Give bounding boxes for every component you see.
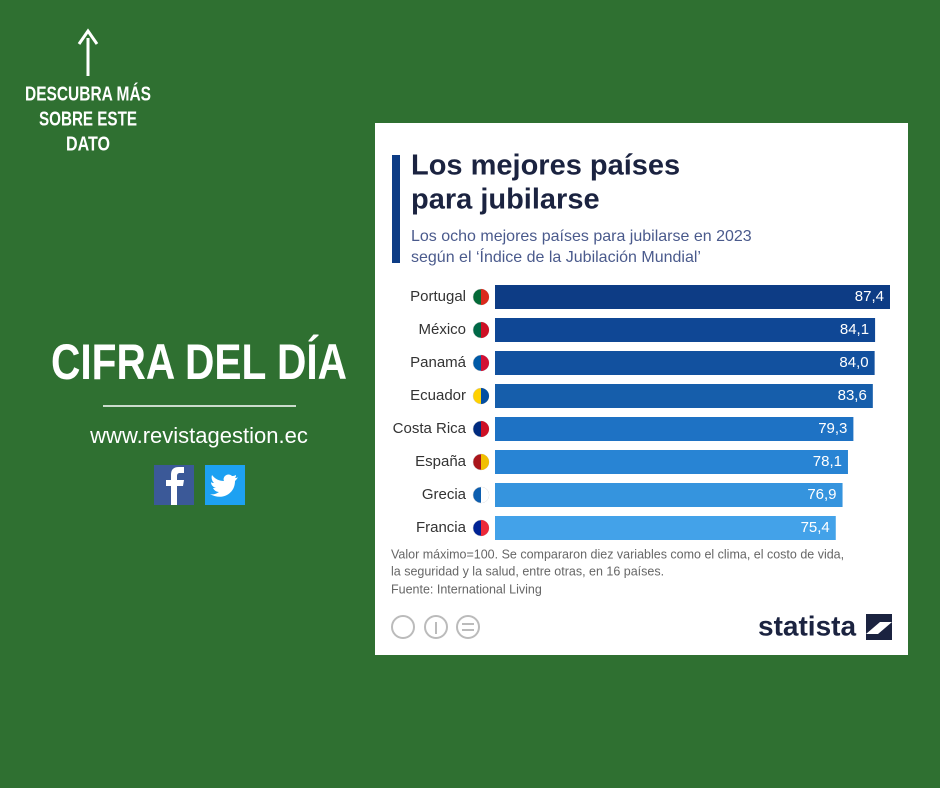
- bar: [495, 516, 836, 540]
- value-label: 84,0: [839, 354, 868, 371]
- flag: [481, 421, 489, 437]
- chart-title: Los mejores países: [411, 150, 680, 182]
- source: Fuente: International Living: [391, 582, 542, 596]
- chart-title: para jubilarse: [411, 184, 600, 216]
- value-label: 79,3: [818, 420, 847, 437]
- note: Valor máximo=100. Se compararon diez var…: [391, 547, 844, 561]
- note: la seguridad y la salud, entre otras, en…: [391, 564, 664, 578]
- value-label: 76,9: [807, 486, 836, 503]
- headline: CIFRA DEL DÍA: [51, 334, 347, 390]
- flag: [481, 520, 489, 536]
- category-label: Grecia: [422, 486, 467, 503]
- title-accent: [392, 155, 400, 263]
- license-icons: [391, 615, 480, 639]
- brand-logo: [866, 614, 892, 640]
- flag: [481, 355, 489, 371]
- category-label: España: [415, 453, 467, 470]
- value-label: 87,4: [855, 288, 884, 305]
- category-label: Panamá: [410, 354, 467, 371]
- brand: statista: [758, 610, 856, 641]
- category-label: Ecuador: [410, 387, 466, 404]
- value-label: 78,1: [813, 453, 842, 470]
- facebook-icon[interactable]: [154, 465, 194, 505]
- bar: [495, 450, 848, 474]
- bar: [495, 285, 890, 309]
- bar: [495, 318, 876, 342]
- flag: [481, 289, 489, 305]
- value-label: 83,6: [838, 387, 867, 404]
- category-label: Francia: [416, 519, 467, 536]
- flag: [481, 454, 489, 470]
- arrow: [77, 28, 99, 76]
- bar: [495, 351, 875, 375]
- flag: [481, 322, 489, 338]
- website[interactable]: www.revistagestion.ec: [89, 423, 308, 448]
- value-label: 84,1: [840, 321, 869, 338]
- bar: [495, 483, 843, 507]
- prompt-line[interactable]: SOBRE ESTE: [39, 108, 137, 130]
- bars: Portugal 87,4 México 84,1 Panamá 84,0 Ecuador 8…: [393, 285, 890, 540]
- flag: [481, 388, 489, 404]
- twitter-icon[interactable]: [205, 465, 245, 505]
- prompt-line[interactable]: DESCUBRA MÁS: [25, 82, 151, 105]
- category-label: México: [418, 321, 466, 338]
- chart-subtitle: según el ‘Índice de la Jubilación Mundia…: [411, 247, 701, 266]
- value-label: 75,4: [801, 519, 830, 536]
- category-label: Portugal: [410, 288, 466, 305]
- chart-subtitle: Los ocho mejores países para jubilarse e…: [411, 228, 752, 245]
- category-label: Costa Rica: [393, 420, 467, 437]
- flag: [481, 487, 489, 503]
- bar: [495, 384, 873, 408]
- bar: [495, 417, 854, 441]
- prompt-line[interactable]: DATO: [66, 133, 110, 155]
